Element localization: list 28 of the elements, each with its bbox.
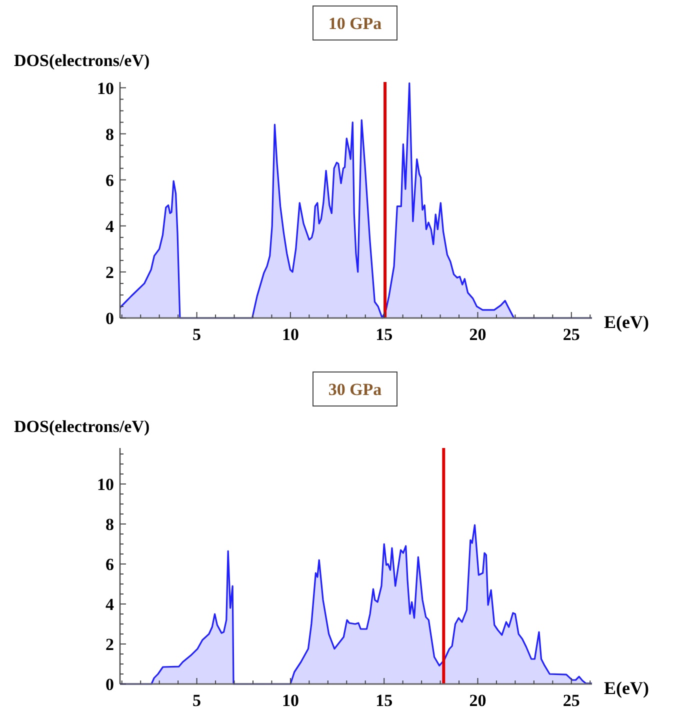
x-tick-label: 25 <box>562 691 580 710</box>
y-axis-title: DOS(electrons/eV) <box>14 417 150 436</box>
y-axis-title: DOS(electrons/eV) <box>14 51 150 70</box>
x-tick-label: 15 <box>376 691 393 710</box>
x-tick-label: 20 <box>469 325 486 344</box>
x-tick-label: 10 <box>282 325 299 344</box>
y-tick-label: 4 <box>106 216 114 236</box>
chart-title: 10 GPa <box>328 14 382 33</box>
y-tick-label: 2 <box>106 262 114 282</box>
x-tick-label: 15 <box>376 325 393 344</box>
y-tick-label: 4 <box>106 595 114 614</box>
y-tick-label: 6 <box>106 555 114 574</box>
x-tick-label: 5 <box>192 325 202 344</box>
y-tick-label: 2 <box>106 635 114 654</box>
y-tick-label: 6 <box>106 170 114 190</box>
y-tick-label: 8 <box>106 124 114 144</box>
y-tick-label: 10 <box>97 475 114 494</box>
chart-title: 30 GPa <box>328 380 382 399</box>
y-tick-label: 0 <box>106 675 114 694</box>
y-tick-label: 0 <box>106 309 114 328</box>
x-tick-label: 20 <box>469 691 486 710</box>
x-axis-title: E(eV) <box>604 312 649 332</box>
y-tick-label: 8 <box>106 515 114 534</box>
x-tick-label: 10 <box>282 691 299 710</box>
x-tick-label: 5 <box>192 691 202 710</box>
y-tick-label: 10 <box>97 78 114 98</box>
x-axis-title: E(eV) <box>604 678 649 698</box>
x-tick-label: 25 <box>562 325 580 344</box>
